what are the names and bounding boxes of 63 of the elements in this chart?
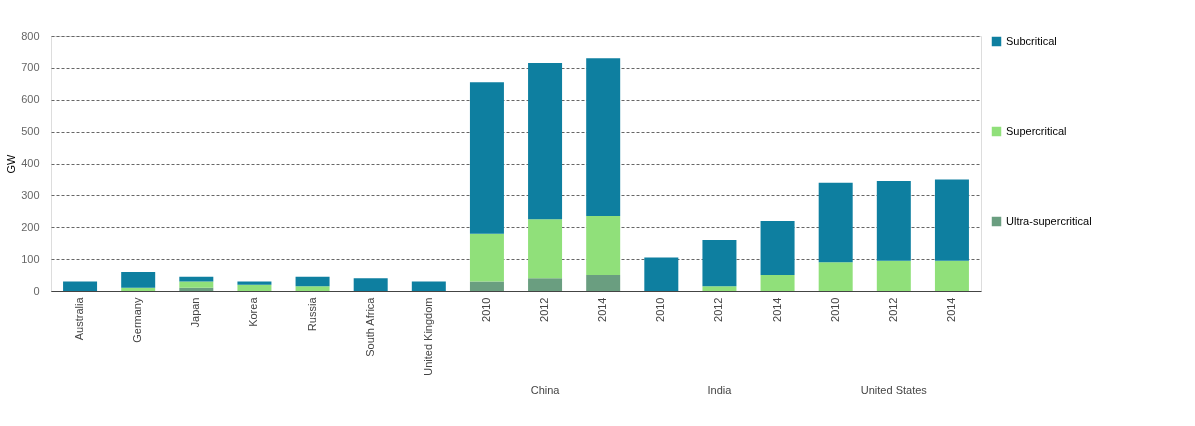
bar [528, 278, 563, 291]
x-tick-label: South Africa [363, 296, 376, 357]
bar [353, 278, 388, 291]
bar [934, 260, 969, 291]
x-tick-label: Russia [305, 296, 318, 332]
bar [469, 82, 504, 234]
text: China [530, 384, 561, 396]
legend-label: Ultra-supercritical [1006, 214, 1092, 227]
bar [469, 233, 504, 282]
x-tick-label: 2012 [886, 297, 899, 322]
legend-label: Subcritical [1006, 34, 1057, 47]
bar [586, 275, 621, 291]
bar [121, 287, 156, 291]
bar [760, 275, 795, 291]
x-tick-label: Korea [247, 296, 260, 327]
bar [702, 286, 737, 291]
text: United States [860, 384, 928, 396]
bar [644, 257, 679, 291]
x-tick-label: 2012 [712, 297, 725, 322]
bar [818, 182, 853, 263]
bar [179, 287, 214, 291]
bar [702, 240, 737, 287]
y-tick-label: 100 [21, 252, 40, 265]
x-tick-label: 2010 [828, 297, 841, 322]
y-tick-label: 700 [21, 61, 40, 74]
bar [876, 260, 911, 291]
bar [237, 284, 272, 291]
bar [818, 262, 853, 291]
bar [411, 281, 446, 291]
y-tick-label: 0 [33, 284, 40, 297]
y-tick-label: 500 [21, 125, 40, 138]
bar [528, 63, 563, 220]
y-axis-title: GW [5, 153, 18, 174]
bar [934, 179, 969, 261]
y-tick-label: 600 [21, 93, 40, 106]
y-tick-label: 200 [21, 220, 40, 233]
bar [528, 219, 563, 279]
bar [469, 281, 504, 291]
bar [760, 220, 795, 276]
bar [295, 286, 330, 291]
x-tick-label: 2010 [654, 297, 667, 322]
x-tick-label: United Kingdom [421, 297, 434, 376]
x-tick-label: Germany [131, 297, 144, 343]
x-tick-label: Australia [73, 296, 86, 341]
x-tick-label: 2010 [479, 297, 492, 322]
x-tick-label: 2014 [596, 297, 609, 322]
x-tick-label: 2014 [944, 297, 957, 322]
y-tick-label: 300 [21, 188, 40, 201]
y-tick-label: 800 [21, 29, 40, 42]
bar [121, 271, 156, 288]
legend-label: Supercritical [1006, 124, 1067, 137]
bar [586, 216, 621, 276]
bar [179, 281, 214, 288]
x-tick-label: 2012 [538, 297, 551, 322]
text: India [707, 384, 733, 396]
bar [295, 276, 330, 287]
x-tick-label: 2014 [770, 297, 783, 322]
bar [237, 281, 272, 285]
bar [876, 181, 911, 261]
bar [586, 58, 621, 217]
bar [63, 281, 98, 291]
x-tick-label: Japan [189, 297, 202, 328]
y-tick-label: 400 [21, 157, 40, 169]
